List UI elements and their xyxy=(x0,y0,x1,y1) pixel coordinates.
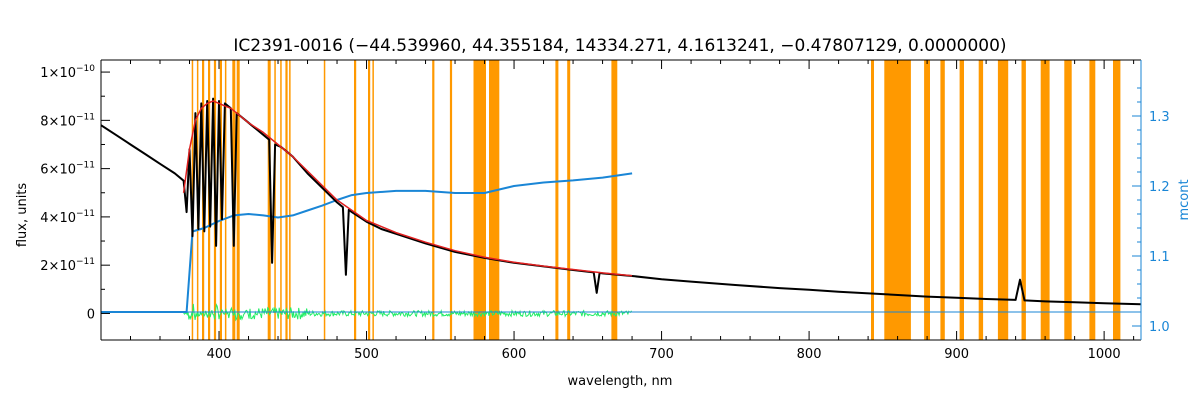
mask-band-22 xyxy=(555,60,559,340)
mask-band-17 xyxy=(372,60,374,340)
chart-title: IC2391-0016 (−44.539960, 44.355184, 1433… xyxy=(233,36,1006,56)
mask-band-21 xyxy=(489,60,500,340)
mask-band-24 xyxy=(611,60,618,340)
mask-band-20 xyxy=(473,60,486,340)
x-tick-label: 1000 xyxy=(1088,347,1121,362)
mask-band-8 xyxy=(236,60,240,340)
mask-band-33 xyxy=(1040,60,1050,340)
x-axis-label: wavelength, nm xyxy=(568,374,673,389)
right-y-axis-label: mcont xyxy=(1177,179,1192,220)
mask-band-9 xyxy=(267,60,271,340)
y-tick-label: 2×10−11 xyxy=(40,257,95,274)
x-tick-label: 400 xyxy=(207,347,232,362)
mask-band-18 xyxy=(432,60,435,340)
x-tick-label: 500 xyxy=(354,347,379,362)
x-tick-label: 900 xyxy=(944,347,969,362)
series-layer xyxy=(100,97,1142,322)
mask-band-31 xyxy=(997,60,1009,340)
right-y-tick-label: 1.3 xyxy=(1149,110,1170,125)
mask-band-19 xyxy=(449,60,453,340)
mask-band-26 xyxy=(884,60,911,340)
mask-band-10 xyxy=(274,60,276,340)
x-tick-label: 800 xyxy=(797,347,822,362)
axes-layer: 400 500 600 700 800 900 1000 0 2×10−11 4×10−11 6×1… xyxy=(40,59,1170,362)
mask-band-34 xyxy=(1064,60,1072,340)
right-y-tick-label: 1.1 xyxy=(1149,250,1170,265)
mask-band-14 xyxy=(323,60,326,340)
mask-band-6 xyxy=(224,60,227,340)
y-tick-label: 6×10−11 xyxy=(40,161,95,178)
model-series xyxy=(182,100,633,277)
right-y-tick-label: 1.0 xyxy=(1149,320,1170,335)
observed-series xyxy=(100,97,1142,306)
mask-band-13 xyxy=(289,60,291,340)
mask-band-25 xyxy=(871,60,874,340)
x-tick-label: 700 xyxy=(649,347,674,362)
x-tick-label: 600 xyxy=(502,347,527,362)
mask-layer xyxy=(191,60,1121,340)
y-axis-label: flux, units xyxy=(15,183,30,248)
mask-band-7 xyxy=(232,60,236,340)
mask-band-16 xyxy=(368,60,371,340)
mask-band-29 xyxy=(959,60,964,340)
mask-band-23 xyxy=(567,60,571,340)
y-tick-label: 1×10−10 xyxy=(40,64,95,81)
continuum-series xyxy=(101,172,633,313)
right-y-tick-label: 1.2 xyxy=(1149,180,1170,195)
mask-band-35 xyxy=(1089,60,1096,340)
mask-band-11 xyxy=(280,60,282,340)
mask-band-27 xyxy=(924,60,930,340)
mask-band-15 xyxy=(354,60,357,340)
y-tick-label: 8×10−11 xyxy=(40,112,95,129)
mask-band-30 xyxy=(978,60,984,340)
y-tick-label: 4×10−11 xyxy=(40,209,95,226)
mask-band-36 xyxy=(1113,60,1121,340)
mask-band-32 xyxy=(1021,60,1026,340)
mask-band-12 xyxy=(285,60,288,340)
y-tick-label: 0 xyxy=(87,307,95,322)
mask-band-28 xyxy=(940,60,945,340)
